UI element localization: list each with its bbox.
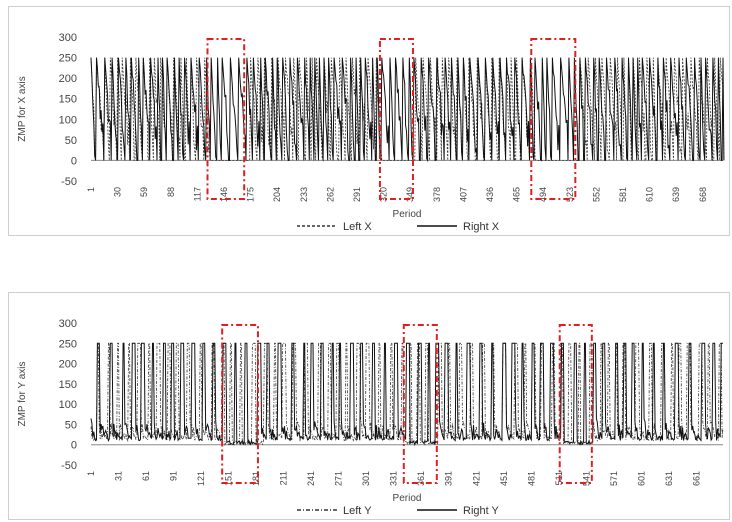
x-tick-label: 451 (499, 471, 509, 486)
x-tick-label: 30 (113, 187, 123, 197)
x-tick-label: 121 (196, 471, 206, 486)
y-tick-label: 200 (59, 73, 77, 85)
y-tick-label: 300 (59, 318, 77, 330)
x-tick-label: 88 (166, 187, 176, 197)
series-line-left-y (90, 342, 724, 446)
x-tick-label: 601 (636, 471, 646, 486)
x-tick-label: 146 (219, 187, 229, 202)
series-line-right-x (90, 57, 725, 163)
legend-entry: Right X (463, 221, 500, 233)
series-line-left-x (90, 57, 725, 162)
x-axis-label: Period (393, 209, 422, 220)
x-tick-label: 1 (86, 471, 96, 476)
x-tick-label: 331 (389, 471, 399, 486)
x-tick-label: 361 (416, 471, 426, 486)
x-tick-label: 91 (169, 471, 179, 481)
x-tick-label: 465 (512, 187, 522, 202)
x-tick-label: 378 (432, 187, 442, 202)
y-tick-label: 150 (59, 379, 77, 391)
x-tick-label: 31 (114, 471, 124, 481)
x-tick-label: 407 (458, 187, 468, 202)
y-tick-label: 100 (59, 399, 77, 411)
x-tick-label: 181 (251, 471, 261, 486)
y-tick-label: 50 (65, 419, 77, 431)
x-tick-label: 391 (444, 471, 454, 486)
y-tick-label: 300 (59, 32, 77, 44)
y-axis-label: ZMP for Y axis (17, 361, 28, 426)
x-tick-label: 211 (279, 471, 289, 485)
x-tick-label: 320 (379, 187, 389, 202)
x-tick-label: 421 (471, 471, 481, 486)
x-tick-label: 271 (334, 471, 344, 486)
y-tick-label: 0 (71, 155, 77, 167)
zmp-x-chart: ZMP for X axis -50 0 50 100 150 200 250 300 1 30 59… (17, 32, 725, 233)
y-tick-label: -50 (61, 176, 77, 188)
x-tick-label: 175 (246, 187, 256, 202)
y-axis-label: ZMP for X axis (17, 76, 28, 141)
highlight-box (221, 324, 259, 484)
x-tick-label: 301 (361, 471, 371, 486)
x-tick-label: 610 (645, 187, 655, 202)
y-tick-label: 200 (59, 359, 77, 371)
legend-entry: Right Y (463, 505, 500, 517)
y-tick-label: 150 (59, 94, 77, 106)
highlight-box (402, 324, 438, 484)
series-line-right-y (90, 342, 723, 446)
y-tick-label: 50 (65, 135, 77, 147)
x-tick-label: 661 (691, 471, 701, 486)
x-axis-label: Period (393, 493, 422, 504)
x-tick-label: 494 (538, 187, 548, 202)
x-tick-label: 117 (192, 187, 202, 201)
x-tick-label: 639 (671, 187, 681, 202)
highlight-box (378, 38, 414, 200)
legend-entry: Left X (343, 221, 372, 233)
x-tick-label: 552 (591, 187, 601, 202)
highlight-box (558, 324, 593, 484)
x-tick-label: 668 (698, 187, 708, 202)
legend-entry: Left Y (343, 505, 372, 517)
x-tick-label: 349 (405, 187, 415, 202)
x-tick-label: 481 (526, 471, 536, 486)
chart-panel-x: ZMP for X axis -50 0 50 100 150 200 250 300 1 30 59… (8, 6, 730, 236)
x-tick-label: 541 (581, 471, 591, 486)
x-tick-label: 436 (485, 187, 495, 202)
x-tick-label: 631 (664, 471, 674, 486)
highlight-box (206, 38, 246, 200)
zmp-y-chart: ZMP for Y axis -50 0 50 100 150 200 250 300 1 31 61… (17, 318, 724, 517)
highlight-box (530, 38, 577, 200)
y-tick-label: -50 (61, 460, 77, 472)
x-tick-label: 151 (224, 471, 234, 486)
x-tick-label: 1 (86, 187, 96, 192)
y-tick-label: 100 (59, 114, 77, 126)
x-tick-label: 241 (306, 471, 316, 486)
x-tick-label: 581 (618, 187, 628, 202)
x-tick-label: 59 (139, 187, 149, 197)
x-tick-label: 61 (141, 471, 151, 481)
x-tick-label: 233 (299, 187, 309, 202)
x-tick-label: 262 (325, 187, 335, 202)
y-tick-label: 0 (71, 440, 77, 452)
chart-panel-y: ZMP for Y axis -50 0 50 100 150 200 250 300 1 31 61… (8, 292, 730, 520)
y-tick-label: 250 (59, 53, 77, 65)
x-tick-label: 291 (352, 187, 362, 202)
y-tick-label: 250 (59, 338, 77, 350)
x-tick-label: 204 (272, 187, 282, 202)
x-tick-label: 523 (565, 187, 575, 202)
x-tick-label: 571 (609, 471, 619, 486)
